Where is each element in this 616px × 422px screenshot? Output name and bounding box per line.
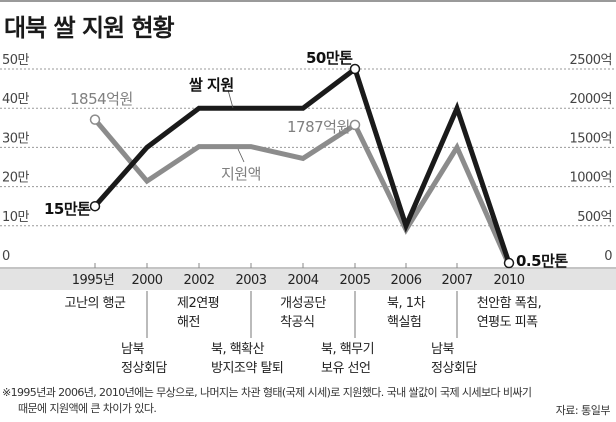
footnote: ※1995년과 2006년, 2010년에는 무상으로, 나머지는 차관 형태(… xyxy=(2,385,614,417)
event-label: 고난의 행군 xyxy=(65,294,126,313)
rice-series-label: 쌀 지원 xyxy=(189,76,234,94)
source-credit: 자료: 통일부 xyxy=(555,404,611,417)
event-label-line: 천안함 폭침, xyxy=(476,296,542,311)
right-tick-label: 1500억 xyxy=(569,131,612,146)
x-tick-label: 2003 xyxy=(235,273,266,288)
right-tick-label: 500억 xyxy=(577,210,612,225)
right-axis: 0 500억 1000억 1500억 2000억 2500억 xyxy=(569,53,612,264)
right-tick-label: 1000억 xyxy=(569,171,612,186)
left-tick-label: 10만 xyxy=(2,210,30,225)
chart-title: 대북 쌀 지원 현황 xyxy=(4,14,175,42)
rice-series-line xyxy=(93,64,512,264)
event-label-line: 정상회담 xyxy=(121,361,167,376)
footnote-line-1: ※1995년과 2006년, 2010년에는 무상으로, 나머지는 차관 형태(… xyxy=(2,386,532,399)
event-label-line: 제2연평 xyxy=(177,296,220,311)
right-tick-label: 0 xyxy=(604,249,612,264)
event-label-line: 정상회담 xyxy=(431,361,477,376)
support-start-marker xyxy=(89,114,101,125)
event-label-line: 개성공단 xyxy=(280,296,326,311)
event-label-line: 북, 1차 xyxy=(387,296,425,311)
rice-end-marker xyxy=(503,257,515,269)
right-tick-label: 2500억 xyxy=(569,53,612,68)
rice-label-pointer xyxy=(227,89,234,109)
top-rule xyxy=(0,0,616,2)
x-tick-label: 2005 xyxy=(339,273,370,288)
event-label-line: 북, 핵확산 xyxy=(211,342,265,357)
left-tick-label: 30만 xyxy=(2,131,30,146)
left-tick-label: 50만 xyxy=(2,53,30,68)
x-axis-band xyxy=(0,269,616,290)
rice-peak-label: 50만톤 xyxy=(306,49,353,67)
event-label-line: 연평도 피폭 xyxy=(476,315,538,330)
rice-peak-marker xyxy=(349,63,361,75)
rice-end-label: 0.5만톤 xyxy=(516,252,568,270)
left-tick-label: 40만 xyxy=(2,92,30,107)
gridlines xyxy=(0,68,616,227)
left-tick-label: 0 xyxy=(2,249,10,264)
event-label-line: 고난의 행군 xyxy=(64,296,126,311)
event-label-line: 방지조약 탈퇴 xyxy=(211,361,284,376)
support-2005-label: 1787억원 xyxy=(287,118,350,136)
support-start-label: 1854억원 xyxy=(70,90,133,108)
footnote-line-2: 때문에 지원액에 큰 차이가 있다. xyxy=(18,402,157,415)
x-axis-ticks xyxy=(94,263,510,268)
x-tick-label: 2004 xyxy=(287,273,318,288)
event-connectors xyxy=(146,291,458,338)
right-tick-label: 2000억 xyxy=(569,92,612,107)
event-label-line: 북, 핵무기 xyxy=(321,342,375,357)
x-tick-label: 2002 xyxy=(183,273,214,288)
x-tick-label: 2010 xyxy=(493,273,524,288)
event-label-line: 남북 xyxy=(121,342,144,357)
support-series-label: 지원액 xyxy=(221,165,261,183)
x-tick-label: 2007 xyxy=(441,273,472,288)
event-label-line: 착공식 xyxy=(280,315,315,330)
rice-start-marker xyxy=(89,200,101,212)
event-label: 천안함 폭침, 연평도 피폭 xyxy=(477,294,542,332)
x-tick-label: 1995년 xyxy=(72,273,115,288)
support-label-pointer xyxy=(237,148,245,163)
x-tick-label: 2006 xyxy=(390,273,421,288)
event-label-line: 해전 xyxy=(177,315,200,330)
support-2005-marker xyxy=(349,119,361,131)
left-tick-label: 20만 xyxy=(2,171,30,186)
rice-start-label: 15만톤 xyxy=(44,200,91,218)
event-label-line: 보유 선언 xyxy=(321,361,371,376)
event-label-line: 핵실험 xyxy=(387,315,422,330)
event-label-line: 남북 xyxy=(431,342,454,357)
chart-svg: 0 10만 20만 30만 40만 50만 0 500억 1000억 1500억 2000억 250… xyxy=(0,49,616,338)
series-group xyxy=(89,63,515,269)
left-axis: 0 10만 20만 30만 40만 50만 xyxy=(2,53,30,264)
x-tick-label: 2000 xyxy=(131,273,162,288)
support-series-line xyxy=(93,117,512,267)
x-axis-labels: 1995년 2000 2002 2003 2004 2005 2006 2007 2010 xyxy=(72,273,526,288)
